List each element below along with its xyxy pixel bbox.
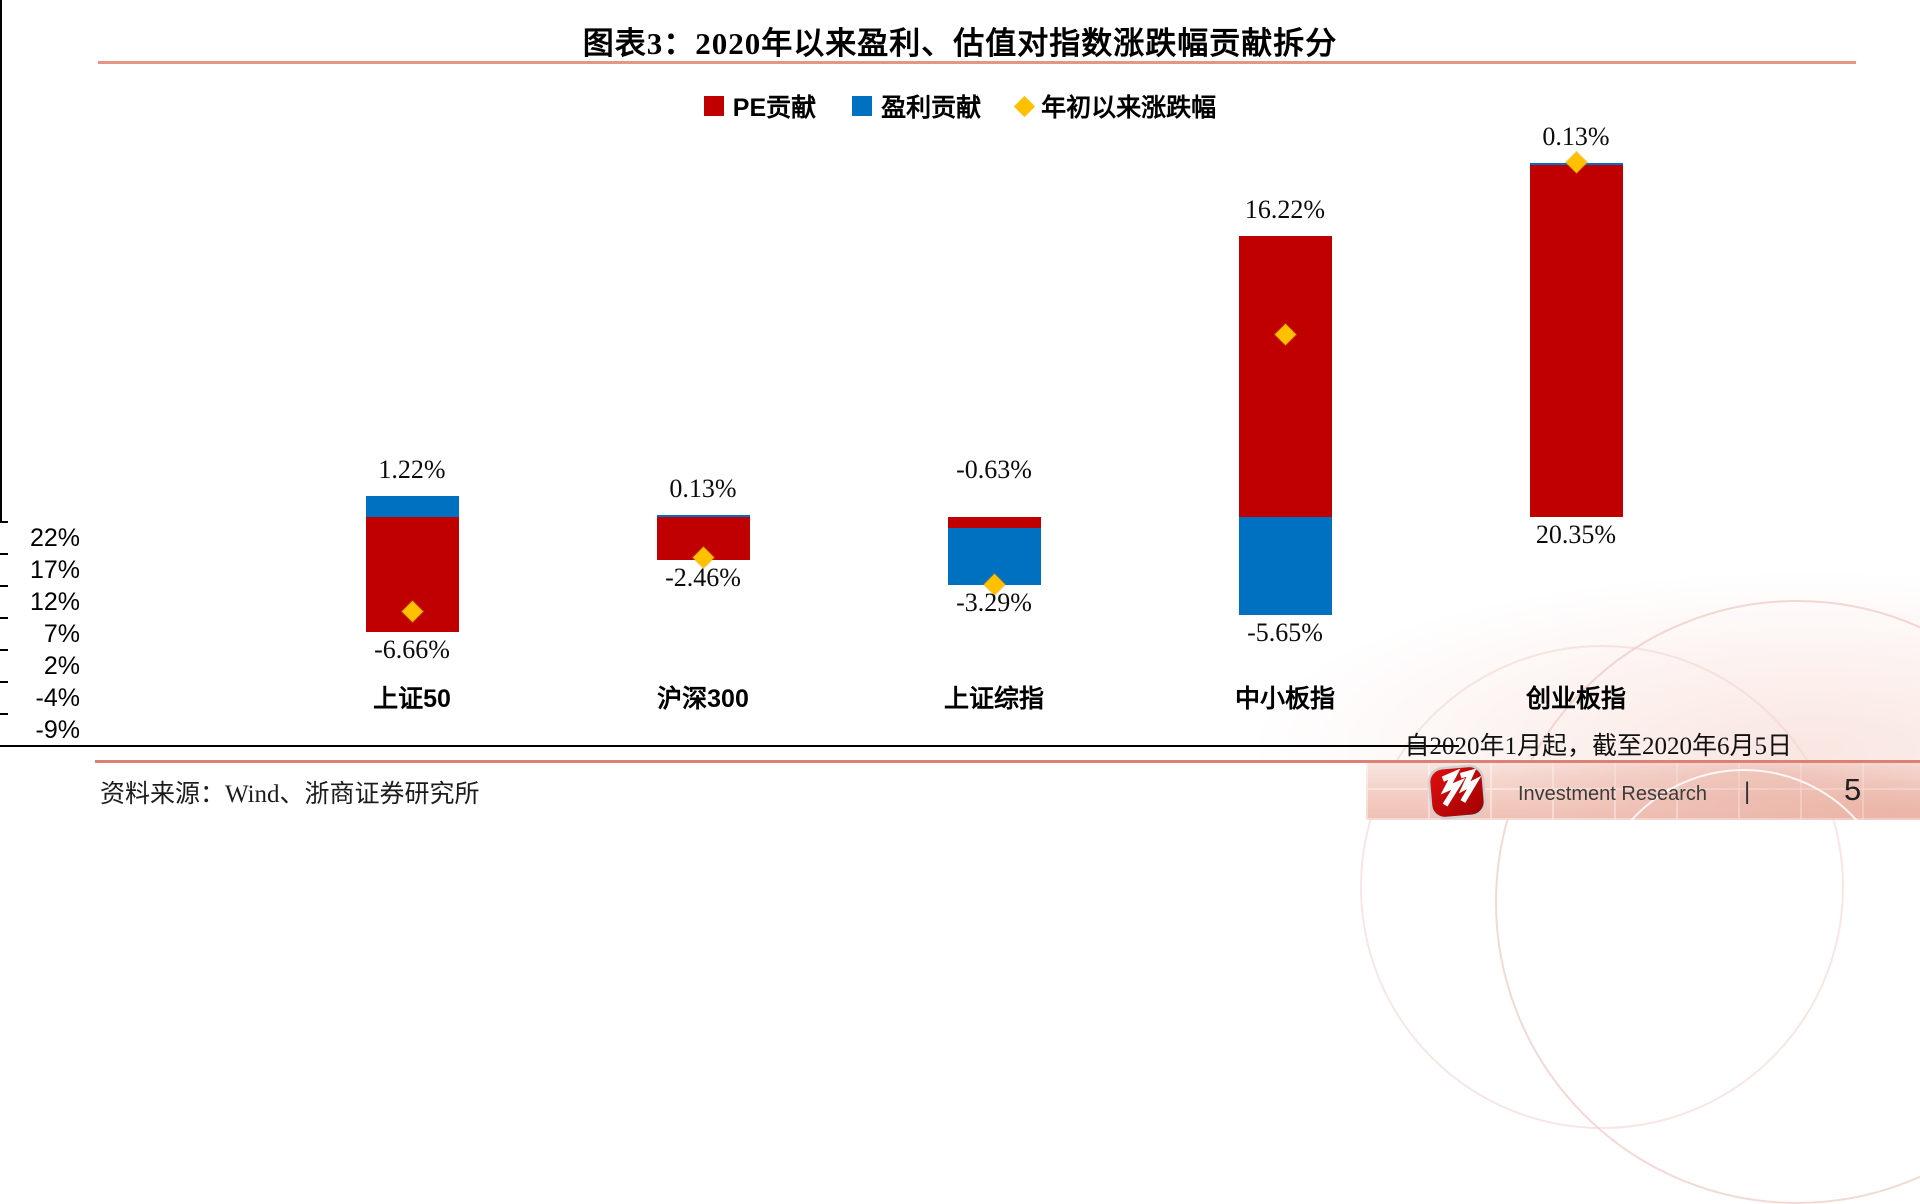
- footer-divider: |: [1744, 778, 1751, 805]
- footer-rule: [95, 760, 1920, 763]
- data-label-above: 0.13%: [1542, 121, 1610, 151]
- date-range-note: 自2020年1月起，截至2020年6月5日: [1404, 733, 1792, 760]
- data-label-above: 0.13%: [669, 473, 737, 503]
- category-label: 中小板指: [1234, 685, 1336, 713]
- data-label-below: -2.46%: [665, 562, 741, 592]
- bar-segment-盈利贡献: [365, 495, 459, 517]
- chart-legend: PE贡献 盈利贡献 年初以来涨跌幅: [0, 88, 1920, 124]
- data-label-above: 16.22%: [1244, 195, 1326, 225]
- bar-segment-PE贡献: [1529, 164, 1623, 517]
- legend-label: 盈利贡献: [881, 94, 982, 122]
- page-number: 5: [1844, 772, 1862, 807]
- legend-label: 年初以来涨跌幅: [1041, 94, 1217, 122]
- bar-segment-PE贡献: [1238, 236, 1332, 517]
- legend-square-icon: [703, 96, 724, 116]
- data-label-below: 20.35%: [1535, 520, 1617, 549]
- category-label: 创业板指: [1525, 685, 1627, 713]
- data-label-below: -5.65%: [1247, 617, 1323, 647]
- footer-band: Investment Research | 5: [1366, 763, 1920, 820]
- category-label: 沪深300: [657, 685, 749, 713]
- stacked-bar-chart: 22% 17% 12% 7% 2% -4% -9% 1.22% -6.66% 上证50 0.13% -…: [0, 0, 1627, 747]
- zero-baseline: [0, 745, 1459, 747]
- y-axis-tick-mark: [0, 585, 8, 587]
- data-label-above: -0.63%: [956, 455, 1032, 484]
- y-axis-tick-label: -4%: [35, 684, 80, 712]
- y-axis-tick-mark: [0, 617, 8, 619]
- y-axis-tick-label: 7%: [43, 620, 80, 648]
- data-label-below: -6.66%: [374, 635, 450, 665]
- brand-text: Investment Research: [1518, 783, 1707, 805]
- data-label-below: -3.29%: [956, 587, 1032, 617]
- chart-title: 图表3：2020年以来盈利、估值对指数涨跌幅贡献拆分: [582, 26, 1338, 61]
- y-axis-tick-label: -9%: [35, 716, 80, 744]
- source-text: 资料来源：Wind、浙商证券研究所: [100, 781, 480, 808]
- legend-label: PE贡献: [732, 94, 817, 122]
- legend-item: 盈利贡献: [852, 88, 981, 124]
- data-label-above: 1.22%: [378, 454, 446, 484]
- legend-diamond-icon: [1014, 95, 1036, 117]
- y-axis-tick-label: 12%: [29, 588, 80, 616]
- bar-segment-盈利贡献: [656, 514, 750, 517]
- legend-item: 年初以来涨跌幅: [1014, 88, 1217, 124]
- bar-segment-盈利贡献: [1238, 517, 1332, 615]
- y-axis-tick-mark: [0, 553, 8, 555]
- y-axis-line: [0, 0, 2, 521]
- bar-segment-PE贡献: [947, 517, 1041, 528]
- legend-square-icon: [852, 96, 873, 116]
- y-axis-tick-mark: [0, 649, 8, 651]
- y-axis-tick-mark: [0, 521, 8, 523]
- y-axis-tick-label: 22%: [29, 524, 80, 552]
- y-axis-tick-label: 2%: [43, 652, 80, 680]
- legend-item: PE贡献: [703, 88, 817, 124]
- y-axis-tick-label: 17%: [29, 556, 80, 584]
- zheshang-securities-logo-icon: [1427, 764, 1487, 820]
- category-label: 上证综指: [943, 685, 1045, 713]
- category-label: 上证50: [373, 685, 451, 713]
- y-axis-tick-mark: [0, 713, 8, 715]
- title-rule: [98, 61, 1856, 64]
- y-axis-tick-mark: [0, 681, 8, 683]
